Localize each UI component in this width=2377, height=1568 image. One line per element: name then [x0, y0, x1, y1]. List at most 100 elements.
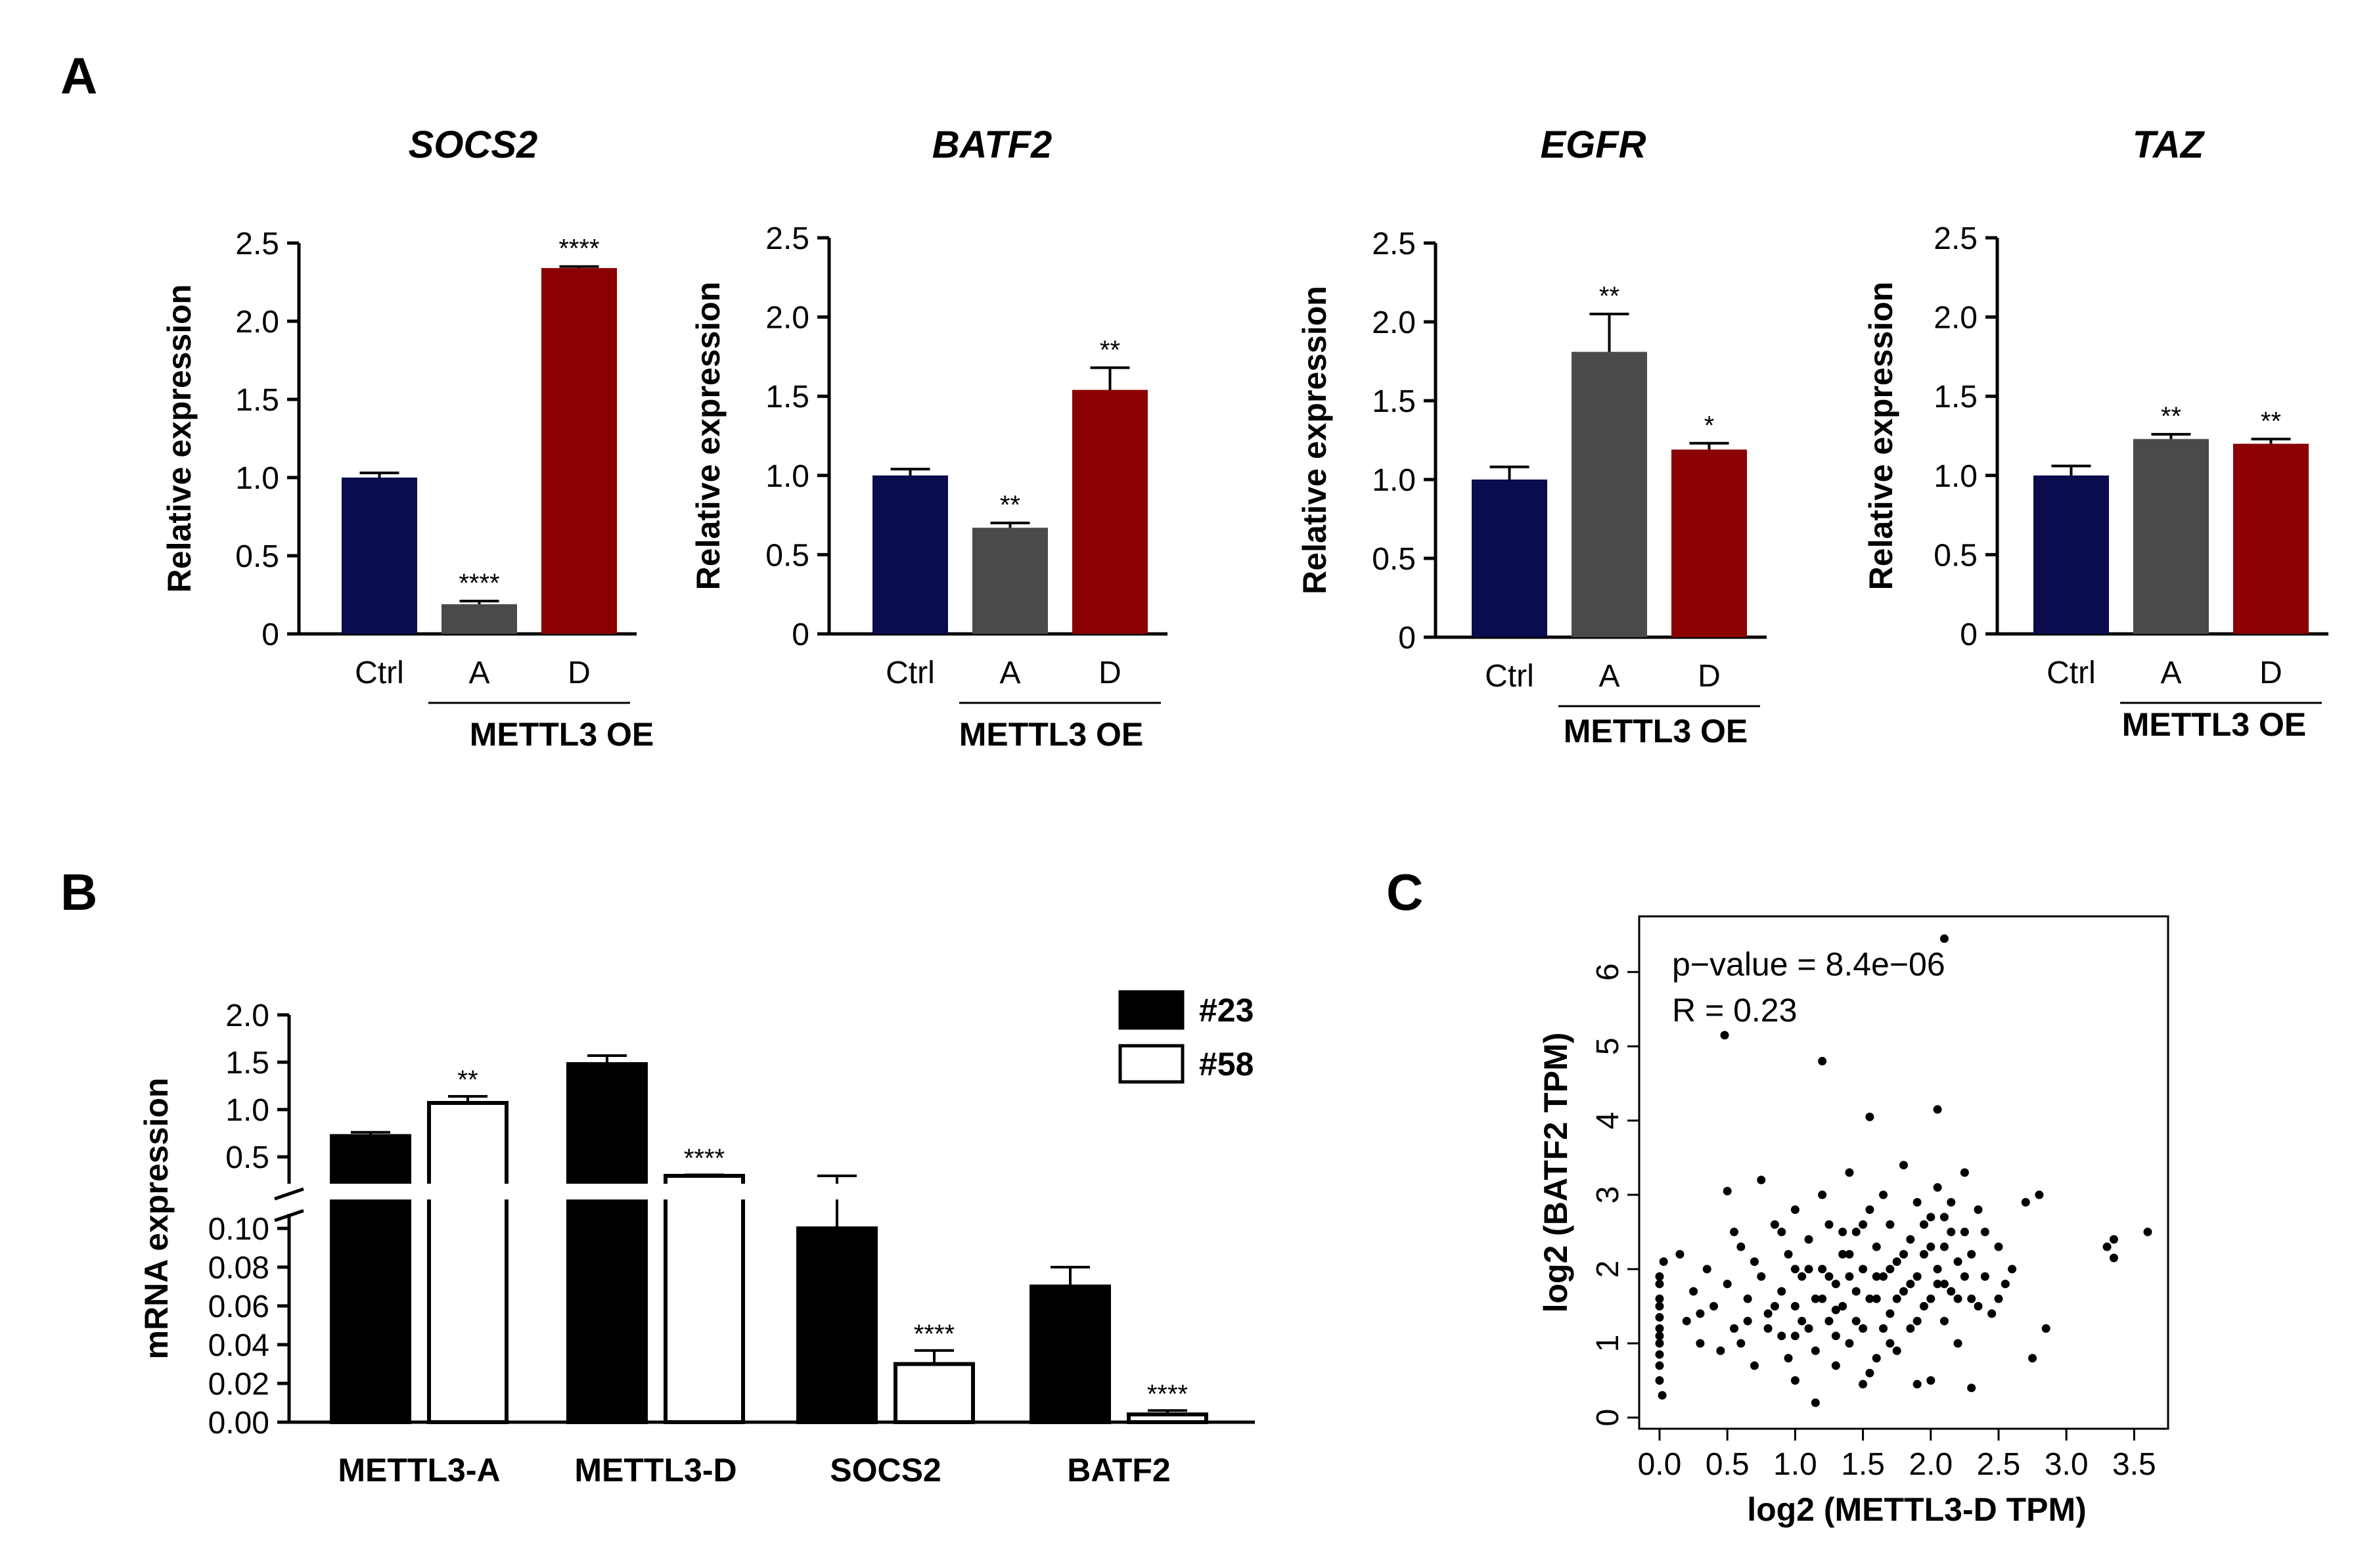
chart-title: EGFR: [1540, 123, 1646, 166]
scatter-point: [1865, 1112, 1874, 1121]
y-axis-label: log2 (BATF2 TPM): [1537, 1033, 1574, 1313]
scatter-point: [1939, 1242, 1949, 1251]
y-axis-label: Relative expression: [1863, 282, 1899, 591]
scatter-point: [1655, 1280, 1664, 1289]
scatter-point: [1851, 1316, 1861, 1326]
scatter-point: [1960, 1168, 1969, 1177]
scatter-point: [1723, 1186, 1732, 1196]
group-label: METTL3 OE: [1564, 713, 1748, 750]
group-label: METTL3 OE: [959, 716, 1144, 753]
bar-a: [1572, 351, 1647, 637]
scatter-point: [1947, 1287, 1956, 1296]
chart-a2: BATF2 Relative expression 0 0.5 1.0 1.5 2.0 2.5…: [690, 123, 1167, 753]
scatter-point: [1872, 1294, 1881, 1303]
scatter-point: [1886, 1309, 1895, 1318]
bar-d: [1072, 390, 1148, 634]
y-tick-label: 0.02: [208, 1367, 269, 1402]
y-tick-label: 3: [1591, 1186, 1625, 1204]
significance-label: **: [1100, 336, 1120, 365]
x-tick-label: A: [1598, 659, 1619, 694]
scatter-point: [1926, 1242, 1936, 1251]
scatter-point: [1994, 1294, 2003, 1303]
scatter-point: [1675, 1249, 1685, 1259]
y-tick-label: 0.00: [208, 1406, 269, 1441]
x-tick-label: Ctrl: [1485, 659, 1534, 694]
p-value-label: p−value = 8.4e−06: [1672, 946, 1945, 983]
bar-a: [972, 527, 1048, 634]
y-axis-label: Relative expression: [1296, 286, 1333, 594]
scatter-point: [1709, 1301, 1719, 1310]
scatter-point: [1824, 1316, 1834, 1326]
significance-label: ****: [1147, 1379, 1188, 1408]
y-tick-label: 2.0: [225, 998, 269, 1033]
scatter-point: [1913, 1272, 1922, 1281]
scatter-point: [2109, 1253, 2118, 1263]
significance-label: **: [457, 1065, 478, 1094]
y-tick-label: 0.06: [208, 1289, 269, 1324]
scatter-point: [1804, 1235, 1813, 1244]
chart-a1: SOCS2 Relative expression 0 0.5 1.0 1.5 2.0 2.5…: [161, 123, 654, 753]
scatter-point: [1967, 1294, 1976, 1303]
scatter-point: [1702, 1265, 1711, 1274]
significance-label: *: [1704, 411, 1715, 440]
plot-frame: [1638, 915, 2169, 1430]
scatter-point: [1655, 1301, 1664, 1310]
y-tick-label: 2.0: [235, 305, 279, 340]
bar-ctrl: [1472, 480, 1547, 637]
scatter-point: [1720, 1031, 1729, 1040]
scatter-point: [1659, 1257, 1668, 1266]
scatter-point: [1899, 1161, 1908, 1170]
scatter-point: [2001, 1280, 2010, 1289]
group-label: METTL3 OE: [470, 716, 654, 753]
scatter-point: [1926, 1213, 1936, 1222]
x-tick-label: METTL3-A: [338, 1452, 500, 1489]
y-tick-label: 1.5: [235, 383, 279, 418]
y-tick-label: 5: [1591, 1037, 1625, 1055]
scatter-point: [1804, 1324, 1813, 1333]
y-tick-label: 1: [1591, 1335, 1625, 1353]
scatter-point: [1906, 1235, 1915, 1244]
scatter-point: [1818, 1056, 1827, 1065]
scatter-point: [1872, 1242, 1881, 1251]
scatter-point: [1939, 1213, 1949, 1222]
scatter-point: [1696, 1309, 1705, 1318]
y-tick-label: 2: [1591, 1261, 1625, 1278]
y-tick-label: 2.5: [1934, 221, 1978, 256]
y-tick-label: 0.5: [1934, 538, 1978, 573]
scatter-point: [1859, 1379, 1868, 1389]
axis-break-mark: [274, 1209, 304, 1222]
scatter-point: [2109, 1235, 2118, 1244]
y-tick-label: 0.08: [208, 1251, 269, 1286]
scatter-point: [1818, 1294, 1827, 1303]
scatter-point: [1804, 1265, 1813, 1274]
significance-label: **: [2261, 407, 2281, 436]
panel-c-scatter: 0.0 0.5 1.0 1.5 2.0 2.5 3.0 3.5 0 1 2 3 4 5 6 log2 (MET…: [1537, 915, 2169, 1528]
bar-a: [2133, 439, 2209, 634]
axis-break-mark: [274, 1187, 304, 1201]
x-tick-label: SOCS2: [830, 1452, 941, 1489]
scatter-point: [1886, 1220, 1895, 1229]
scatter-point: [1655, 1376, 1664, 1385]
scatter-point: [1770, 1220, 1779, 1229]
scatter-point: [1824, 1272, 1834, 1281]
scatter-point: [1933, 1183, 1942, 1192]
y-tick-label: 0: [1960, 617, 1978, 652]
scatter-point: [1845, 1339, 1854, 1348]
y-tick-label: 0.5: [225, 1140, 269, 1175]
x-tick-label: BATF2: [1067, 1452, 1170, 1489]
scatter-point: [1798, 1272, 1807, 1281]
scatter-point: [1818, 1190, 1827, 1199]
scatter-point: [1655, 1294, 1664, 1303]
scatter-point: [2143, 1227, 2152, 1236]
y-tick-label: 1.5: [1934, 380, 1978, 414]
scatter-point: [1811, 1398, 1820, 1407]
scatter-point: [1947, 1198, 1956, 1207]
scatter-point: [1790, 1301, 1800, 1310]
scatter-point: [1777, 1227, 1786, 1236]
scatter-point: [1967, 1249, 1976, 1259]
scatter-point: [1831, 1332, 1840, 1341]
y-axis-label: Relative expression: [690, 282, 727, 591]
y-tick-label: 0: [1398, 621, 1416, 656]
x-tick-label: Ctrl: [2047, 656, 2096, 690]
scatter-point: [1906, 1280, 1915, 1289]
